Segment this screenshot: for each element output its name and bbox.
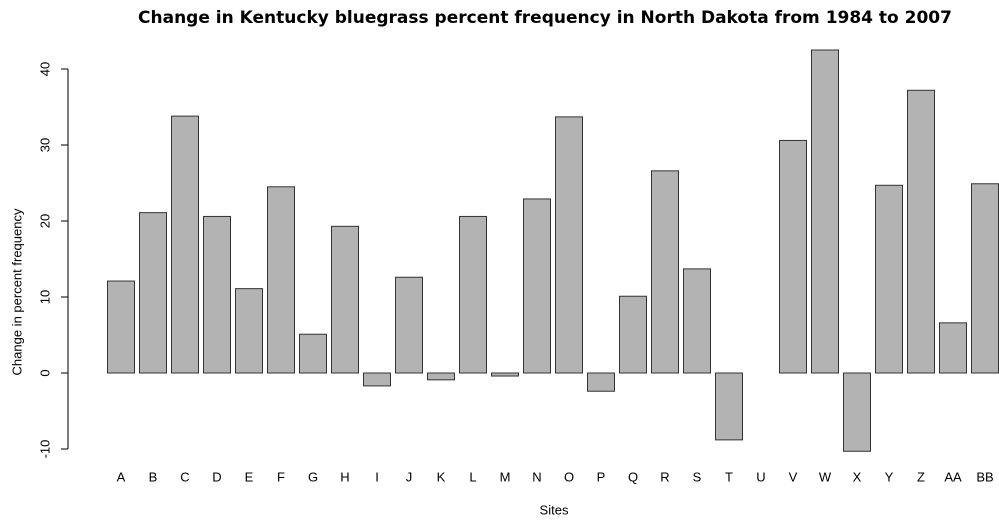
bar <box>299 333 327 374</box>
bar <box>619 295 647 374</box>
bar <box>523 198 551 374</box>
x-tick-label: O <box>564 469 574 484</box>
x-tick-label: V <box>789 469 798 484</box>
bar <box>331 225 359 374</box>
x-tick-label: C <box>180 469 189 484</box>
y-tick-label: 10 <box>37 290 52 304</box>
bar <box>779 139 807 374</box>
x-tick-label: H <box>340 469 349 484</box>
bar <box>811 49 839 374</box>
bar <box>683 268 711 374</box>
bar <box>907 89 935 374</box>
y-axis-label: Change in percent frequency <box>9 208 24 375</box>
x-tick-label: Y <box>885 469 894 484</box>
x-tick-label: B <box>149 469 158 484</box>
x-tick-label: Z <box>917 469 925 484</box>
x-tick-label: BB <box>976 469 993 484</box>
bar <box>363 372 391 387</box>
y-tick-label: 40 <box>37 62 52 76</box>
x-tick-label: P <box>597 469 606 484</box>
x-tick-label: G <box>308 469 318 484</box>
bar <box>107 280 135 374</box>
bar <box>203 215 231 374</box>
bar <box>843 372 871 452</box>
bar <box>555 116 583 374</box>
x-axis-label: Sites <box>540 502 569 517</box>
y-tick-label: 0 <box>37 369 52 376</box>
x-tick-label: T <box>725 469 733 484</box>
y-tick-label: 30 <box>37 138 52 152</box>
x-tick-label: N <box>532 469 541 484</box>
bar <box>715 372 743 441</box>
bar <box>427 372 455 381</box>
x-tick-label: X <box>853 469 862 484</box>
bar <box>171 115 199 374</box>
bar <box>267 186 295 374</box>
x-tick-label: J <box>406 469 413 484</box>
bar <box>971 183 999 374</box>
x-tick-label: E <box>245 469 254 484</box>
x-tick-label: Q <box>628 469 638 484</box>
y-tick-label: -10 <box>37 440 52 459</box>
bar <box>875 184 903 374</box>
x-tick-label: W <box>819 469 832 484</box>
chart-title: Change in Kentucky bluegrass percent fre… <box>138 8 952 28</box>
bar <box>587 372 615 392</box>
x-tick-label: L <box>469 469 476 484</box>
bar <box>651 170 679 374</box>
x-tick-label: R <box>660 469 669 484</box>
bar <box>491 372 519 377</box>
x-tick-label: M <box>500 469 511 484</box>
bar <box>939 322 967 374</box>
x-tick-label: U <box>756 469 765 484</box>
x-tick-label: AA <box>944 469 962 484</box>
x-tick-label: A <box>117 469 126 484</box>
x-tick-label: D <box>212 469 221 484</box>
x-tick-label: K <box>437 469 446 484</box>
x-tick-label: S <box>693 469 702 484</box>
x-tick-label: F <box>277 469 285 484</box>
bar <box>139 212 167 374</box>
x-tick-label: I <box>375 469 379 484</box>
y-tick-label: 20 <box>37 214 52 228</box>
bar <box>235 288 263 374</box>
bar <box>459 215 487 374</box>
bar <box>395 276 423 374</box>
